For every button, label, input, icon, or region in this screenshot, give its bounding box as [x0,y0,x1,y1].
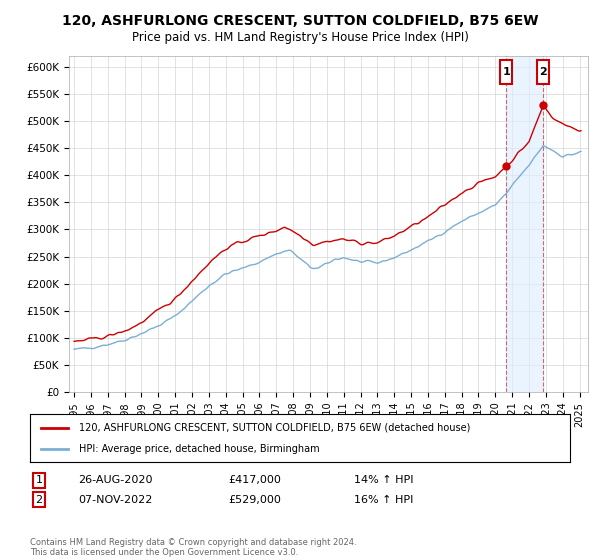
Bar [506,56,544,392]
Text: Contains HM Land Registry data © Crown copyright and database right 2024.
This d: Contains HM Land Registry data © Crown c… [30,538,356,557]
Text: 07-NOV-2022: 07-NOV-2022 [78,494,152,505]
Text: 2: 2 [35,494,43,505]
Text: 120, ASHFURLONG CRESCENT, SUTTON COLDFIELD, B75 6EW: 120, ASHFURLONG CRESCENT, SUTTON COLDFIE… [62,14,538,28]
Text: 2: 2 [539,67,547,77]
Bar [538,60,549,84]
Text: 120, ASHFURLONG CRESCENT, SUTTON COLDFIELD, B75 6EW (detached house): 120, ASHFURLONG CRESCENT, SUTTON COLDFIE… [79,423,470,433]
Text: Price paid vs. HM Land Registry's House Price Index (HPI): Price paid vs. HM Land Registry's House … [131,31,469,44]
Text: 16% ↑ HPI: 16% ↑ HPI [354,494,413,505]
Text: 14% ↑ HPI: 14% ↑ HPI [354,475,413,486]
Text: £417,000: £417,000 [228,475,281,486]
Text: 26-AUG-2020: 26-AUG-2020 [78,475,152,486]
Text: HPI: Average price, detached house, Birmingham: HPI: Average price, detached house, Birm… [79,444,319,454]
Text: £529,000: £529,000 [228,494,281,505]
Text: 1: 1 [35,475,43,486]
Bar [500,60,512,84]
Text: 1: 1 [502,67,510,77]
